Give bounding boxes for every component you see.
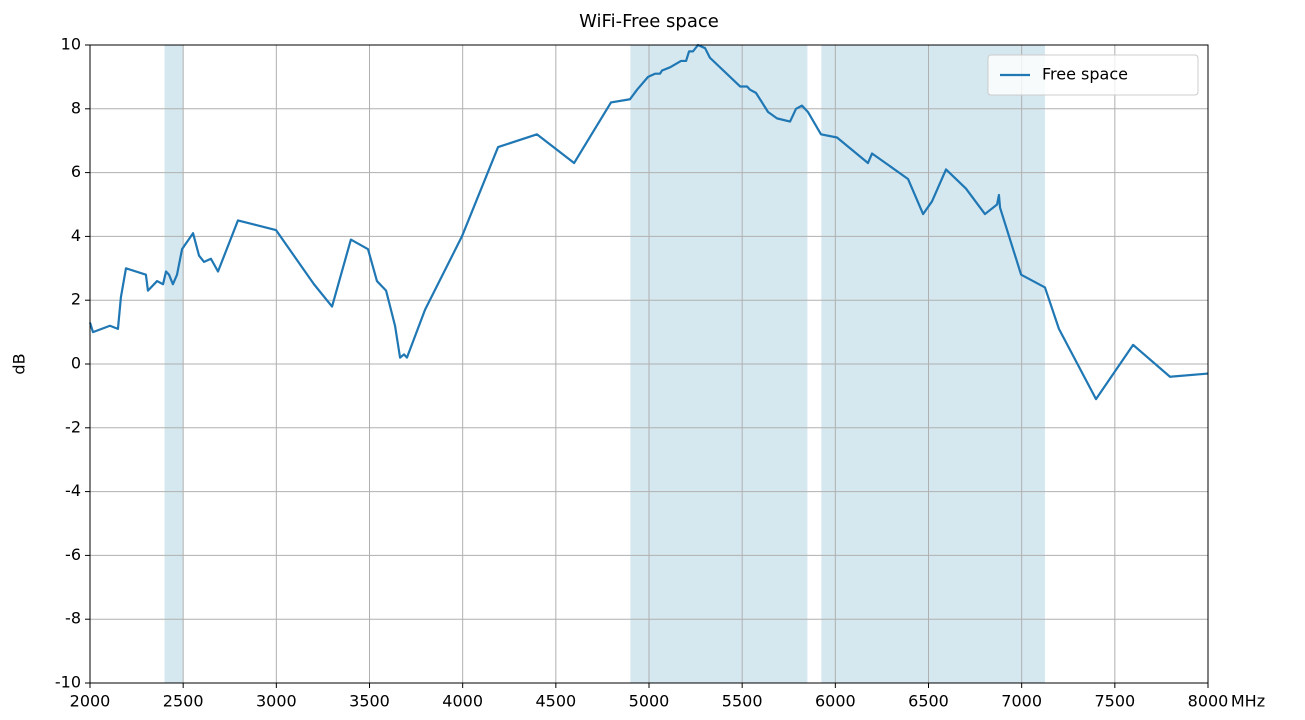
y-tick-label: -10 [55, 673, 81, 692]
x-tick-label: 4500 [535, 692, 576, 711]
x-tick-label: 6500 [908, 692, 949, 711]
x-tick-label: 4000 [442, 692, 483, 711]
x-tick-label: 6000 [815, 692, 856, 711]
x-tick-label: 2500 [163, 692, 204, 711]
y-tick-label: -2 [65, 417, 81, 436]
legend-label: Free space [1042, 65, 1128, 84]
chart-title: WiFi-Free space [579, 11, 719, 32]
y-tick-label: 0 [71, 354, 81, 373]
legend-box [987, 54, 1199, 96]
x-tick-label: 7500 [1094, 692, 1135, 711]
y-axis-label: dB [10, 353, 29, 374]
x-tick-label: 2000 [70, 692, 111, 711]
x-tick-label: 3000 [256, 692, 297, 711]
x-axis-label: MHz [1231, 692, 1265, 711]
y-tick-label: -6 [65, 545, 81, 564]
x-tick-label: 5000 [629, 692, 670, 711]
y-tick-label: 8 [71, 98, 81, 117]
data-line [88, 43, 1209, 401]
y-tick-label: -4 [65, 481, 81, 500]
y-tick-label: -8 [65, 609, 81, 628]
y-tick-label: 4 [71, 226, 81, 245]
y-tick-label: 10 [61, 35, 81, 54]
x-tick-label: 3500 [349, 692, 390, 711]
x-tick-label: 7000 [1001, 692, 1042, 711]
x-tick-label: 8000 [1188, 692, 1229, 711]
y-tick-label: 2 [71, 290, 81, 309]
plot-frame [89, 44, 1209, 684]
x-tick-label: 5500 [722, 692, 763, 711]
y-tick-label: 6 [71, 162, 81, 181]
